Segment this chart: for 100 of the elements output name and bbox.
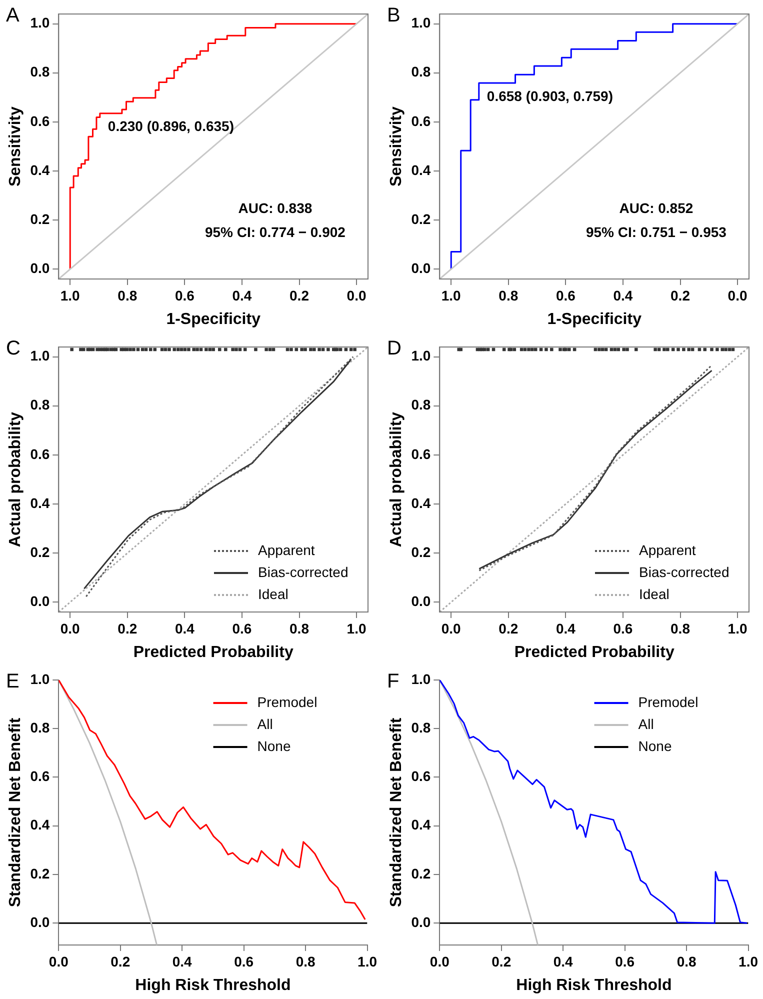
- legend-label: Apparent: [639, 542, 696, 558]
- x-axis-title: High Risk Threshold: [516, 976, 672, 994]
- x-tick-label: 1.0: [738, 953, 758, 970]
- x-axis-title: 1-Specificity: [547, 310, 642, 328]
- y-axis-title: Sensitivity: [7, 106, 24, 187]
- x-tick-label: 0.0: [441, 620, 462, 636]
- annotation: 95% CI: 0.774 − 0.902: [204, 224, 346, 240]
- annotation: 0.230 (0.896, 0.635): [108, 118, 234, 134]
- x-tick-label: 1.0: [358, 953, 378, 970]
- x-tick-label: 0.0: [728, 287, 748, 304]
- x-tick-label: 0.0: [346, 287, 366, 304]
- y-tick-label: 0.2: [411, 210, 431, 227]
- y-tick-label: 0.0: [411, 260, 431, 276]
- legend-label: All: [257, 716, 273, 732]
- chart-title: D: [387, 338, 402, 360]
- x-axis-title: Predicted Probability: [514, 644, 674, 661]
- x-tick-label: 0.4: [232, 287, 252, 304]
- chart-title: B: [387, 4, 400, 27]
- y-tick-label: 0.6: [411, 446, 431, 462]
- y-tick-label: 0.6: [411, 112, 431, 129]
- y-tick-label: 0.0: [30, 260, 50, 276]
- y-tick-label: 0.8: [30, 64, 50, 80]
- legend-label: Ideal: [258, 586, 288, 602]
- y-tick-label: 0.2: [30, 544, 50, 560]
- x-tick-label: 0.8: [676, 953, 696, 970]
- y-tick-label: 0.0: [30, 914, 50, 930]
- y-tick-label: 0.8: [411, 719, 431, 736]
- chart-title: C: [6, 338, 20, 360]
- x-tick-label: 0.6: [234, 953, 254, 970]
- x-tick-label: 0.4: [556, 620, 576, 636]
- x-tick-label: 0.2: [498, 620, 518, 636]
- y-tick-label: 0.6: [30, 112, 50, 129]
- y-tick-label: 0.4: [411, 494, 431, 511]
- legend-label: Ideal: [639, 586, 670, 602]
- y-axis-title: Sensitivity: [388, 106, 406, 187]
- y-tick-label: 1.0: [30, 14, 50, 31]
- legend-label: Bias-corrected: [258, 564, 348, 580]
- y-tick-label: 0.2: [411, 544, 431, 560]
- x-tick-label: 0.6: [615, 953, 635, 970]
- y-tick-label: 0.6: [30, 768, 50, 784]
- x-tick-label: 0.4: [174, 620, 195, 636]
- x-tick-label: 0.8: [296, 953, 316, 970]
- y-tick-label: 0.0: [411, 914, 431, 930]
- y-tick-label: 0.2: [30, 210, 50, 227]
- y-tick-label: 1.0: [411, 348, 431, 364]
- legend-label: Premodel: [257, 694, 318, 710]
- x-tick-label: 0.2: [118, 620, 138, 636]
- legend-label: None: [257, 738, 291, 754]
- y-tick-label: 0.4: [411, 816, 431, 833]
- legend-label: None: [638, 738, 672, 754]
- x-axis-title: High Risk Threshold: [135, 976, 291, 994]
- annotation: AUC: 0.838: [238, 200, 312, 216]
- x-tick-label: 0.0: [48, 953, 69, 970]
- x-tick-label: 0.0: [430, 953, 450, 970]
- x-tick-label: 0.4: [553, 953, 574, 970]
- x-tick-label: 0.8: [290, 620, 310, 636]
- y-tick-label: 0.6: [411, 768, 431, 784]
- legend-label: All: [638, 716, 654, 732]
- y-tick-label: 0.4: [411, 162, 431, 178]
- y-tick-label: 0.8: [411, 396, 431, 413]
- x-axis-title: 1-Specificity: [166, 310, 261, 328]
- y-tick-label: 1.0: [411, 14, 431, 31]
- y-tick-label: 1.0: [411, 670, 431, 687]
- y-tick-label: 0.4: [30, 494, 50, 511]
- x-tick-label: 0.6: [174, 287, 195, 304]
- legend-label: Apparent: [258, 542, 315, 558]
- x-tick-label: 0.2: [670, 287, 690, 304]
- x-tick-label: 0.8: [118, 287, 138, 304]
- x-tick-label: 0.6: [556, 287, 576, 304]
- x-tick-label: 0.8: [670, 620, 690, 636]
- annotation: 0.658 (0.903, 0.759): [486, 88, 614, 104]
- y-tick-label: 0.8: [30, 396, 50, 413]
- x-tick-label: 0.2: [290, 287, 310, 304]
- y-axis-title: Standardized Net Benefit: [7, 717, 24, 908]
- annotation: AUC: 0.852: [619, 200, 694, 216]
- annotation: 95% CI: 0.751 − 0.953: [586, 224, 727, 240]
- x-tick-label: 1.0: [728, 620, 748, 636]
- y-axis-title: Actual probability: [7, 412, 24, 548]
- x-tick-label: 0.2: [110, 953, 130, 970]
- y-tick-label: 0.6: [30, 446, 50, 462]
- y-tick-label: 0.0: [411, 593, 431, 610]
- x-tick-label: 1.0: [346, 620, 366, 636]
- chart-title: E: [6, 670, 20, 693]
- y-tick-label: 0.0: [30, 593, 50, 610]
- x-tick-label: 0.8: [498, 287, 518, 304]
- y-tick-label: 0.4: [30, 816, 50, 833]
- y-axis-title: Standardized Net Benefit: [388, 717, 406, 908]
- x-tick-label: 0.6: [232, 620, 252, 636]
- legend-label: Bias-corrected: [639, 564, 730, 580]
- y-tick-label: 0.8: [30, 719, 50, 736]
- y-tick-label: 0.2: [30, 865, 50, 882]
- y-axis-title: Actual probability: [388, 412, 406, 548]
- x-tick-label: 0.2: [492, 953, 512, 970]
- x-tick-label: 0.4: [172, 953, 192, 970]
- x-tick-label: 0.6: [613, 620, 633, 636]
- legend-label: Premodel: [638, 694, 698, 710]
- y-tick-label: 0.8: [411, 64, 431, 80]
- x-tick-label: 1.0: [60, 287, 80, 304]
- chart-title: A: [6, 4, 20, 27]
- y-tick-label: 0.2: [411, 865, 431, 882]
